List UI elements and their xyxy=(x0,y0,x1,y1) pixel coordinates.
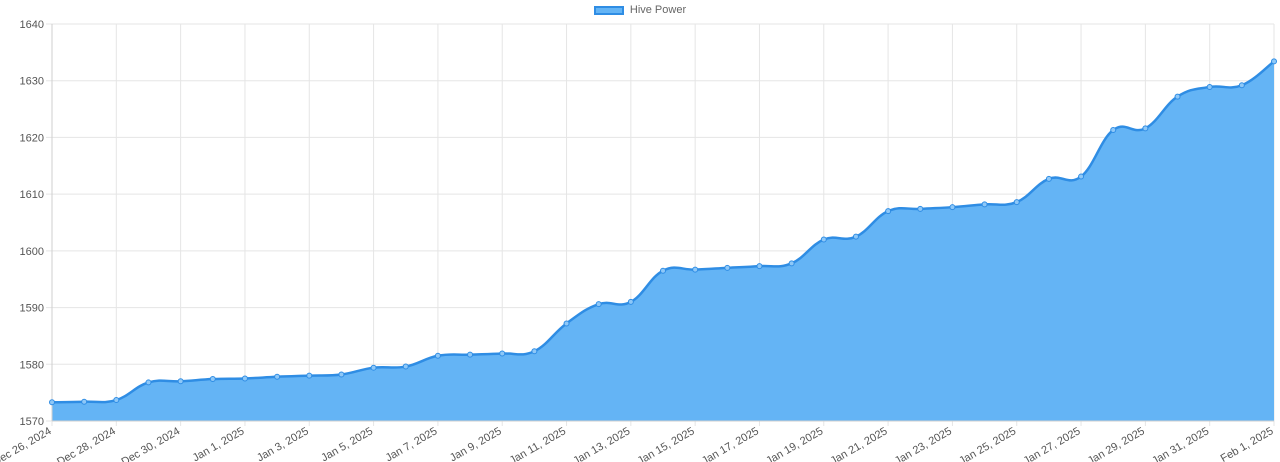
x-tick-label: Feb 1, 2025 xyxy=(1219,425,1276,462)
data-point xyxy=(949,204,956,211)
x-tick-label: Jan 31, 2025 xyxy=(1150,425,1211,462)
data-point xyxy=(627,298,634,305)
data-point xyxy=(1238,82,1245,89)
data-point xyxy=(1110,127,1117,134)
data-point xyxy=(241,375,248,382)
data-point xyxy=(499,350,506,357)
x-tick-label: Jan 5, 2025 xyxy=(319,425,375,462)
data-point xyxy=(981,201,988,208)
data-point xyxy=(1045,175,1052,182)
data-point xyxy=(1206,83,1213,90)
data-point xyxy=(209,376,216,383)
data-point xyxy=(724,264,731,271)
data-point xyxy=(338,371,345,378)
data-point xyxy=(113,397,120,404)
y-tick-label: 1610 xyxy=(20,189,44,201)
data-point xyxy=(692,266,699,273)
data-point xyxy=(820,236,827,243)
y-tick-label: 1620 xyxy=(20,132,44,144)
data-point xyxy=(306,372,313,379)
x-tick-label: Jan 13, 2025 xyxy=(571,425,632,462)
data-point xyxy=(885,208,892,215)
x-tick-label: Dec 26, 2024 xyxy=(0,425,53,462)
x-tick-label: Jan 23, 2025 xyxy=(893,425,954,462)
data-point xyxy=(788,260,795,267)
x-tick-label: Jan 15, 2025 xyxy=(636,425,697,462)
data-point xyxy=(852,233,859,240)
data-point xyxy=(756,263,763,270)
y-tick-label: 1640 xyxy=(20,19,44,31)
x-tick-label: Jan 7, 2025 xyxy=(384,425,440,462)
x-tick-label: Jan 29, 2025 xyxy=(1086,425,1147,462)
data-point xyxy=(1271,58,1277,65)
x-tick-label: Dec 30, 2024 xyxy=(119,425,182,462)
x-tick-label: Jan 3, 2025 xyxy=(255,425,311,462)
y-tick-label: 1590 xyxy=(20,303,44,315)
x-tick-label: Dec 28, 2024 xyxy=(55,425,118,462)
x-tick-label: Jan 21, 2025 xyxy=(829,425,890,462)
data-point xyxy=(1174,93,1181,100)
data-point xyxy=(81,398,88,405)
data-point xyxy=(531,348,538,355)
data-point xyxy=(660,267,666,274)
data-point xyxy=(274,373,281,380)
x-tick-label: Jan 17, 2025 xyxy=(700,425,761,462)
x-tick-label: Jan 11, 2025 xyxy=(508,425,568,462)
x-tick-label: Jan 9, 2025 xyxy=(448,425,504,462)
data-point xyxy=(1013,199,1020,206)
data-point xyxy=(49,399,55,406)
y-tick-label: 1630 xyxy=(20,76,44,88)
data-point xyxy=(563,320,570,327)
data-point xyxy=(434,352,441,359)
data-point xyxy=(145,379,152,386)
legend-swatch xyxy=(593,5,624,15)
data-point xyxy=(467,351,474,358)
x-tick-label: Jan 25, 2025 xyxy=(957,425,1018,462)
legend-label: Hive Power xyxy=(629,4,687,16)
data-point xyxy=(595,301,602,308)
data-point xyxy=(370,364,377,371)
x-tick-label: Jan 1, 2025 xyxy=(191,425,247,462)
data-point xyxy=(402,363,409,370)
data-point xyxy=(1142,125,1149,132)
y-tick-label: 1580 xyxy=(20,359,44,371)
legend[interactable]: Hive Power xyxy=(0,4,1280,16)
y-tick-label: 1600 xyxy=(20,246,44,258)
y-tick-label: 1570 xyxy=(20,416,44,428)
data-point xyxy=(917,205,924,212)
data-point xyxy=(1078,173,1085,180)
x-tick-label: Jan 27, 2025 xyxy=(1021,425,1082,462)
data-point xyxy=(177,378,184,385)
series-area-fill xyxy=(52,61,1274,421)
x-tick-label: Jan 19, 2025 xyxy=(764,425,825,462)
